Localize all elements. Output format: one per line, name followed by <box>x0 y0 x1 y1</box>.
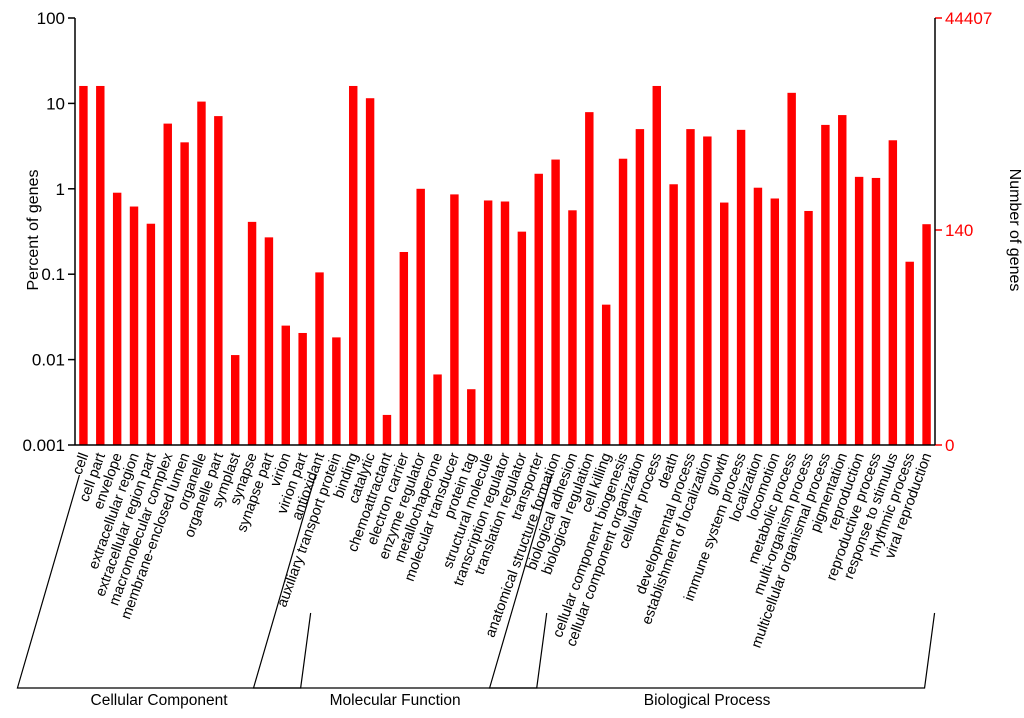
group-label: Biological Process <box>644 692 771 709</box>
y-axis-right-title: Number of genes <box>1006 169 1023 292</box>
bar <box>804 210 813 445</box>
bar <box>618 158 628 445</box>
bar <box>703 136 712 445</box>
y-tick-label-left: 0.1 <box>41 265 65 284</box>
y-tick-label-right: 44407 <box>945 9 992 28</box>
group-bracket <box>16 474 312 689</box>
bar <box>905 261 914 445</box>
bar <box>854 176 864 446</box>
bar <box>871 177 881 445</box>
bar <box>112 192 122 445</box>
bar <box>146 223 156 445</box>
group-bracket <box>252 474 548 689</box>
group-brackets: Cellular Component Molecular Function Biol… <box>16 474 936 709</box>
bar <box>787 92 796 446</box>
bar <box>753 187 763 445</box>
bar <box>163 123 172 446</box>
bar <box>601 304 611 445</box>
bar <box>416 188 425 446</box>
y-tick-label-right: 140 <box>945 221 973 240</box>
bar <box>96 85 105 446</box>
bar <box>349 85 358 446</box>
bar <box>635 129 645 445</box>
bar <box>180 142 189 445</box>
bar <box>720 202 729 445</box>
bar <box>433 374 442 445</box>
bar <box>838 115 847 445</box>
bar <box>483 200 493 445</box>
group-label: Molecular Function <box>330 692 461 709</box>
bar <box>365 98 375 446</box>
bar <box>652 85 661 446</box>
group-label: Cellular Component <box>91 692 229 709</box>
y-tick-label-left: 0.01 <box>32 351 65 370</box>
bar <box>770 198 780 445</box>
bar <box>214 116 223 445</box>
bar <box>500 201 510 445</box>
bar <box>230 355 240 445</box>
bar <box>399 251 409 445</box>
bar <box>686 129 695 445</box>
bar <box>888 140 898 445</box>
y-axis-left-ticks: 0.001 0.01 0.1 1 10 100 <box>22 9 75 455</box>
bar <box>79 85 88 446</box>
y-tick-label-left: 100 <box>37 9 65 28</box>
bar <box>129 206 139 445</box>
bar <box>450 194 459 445</box>
bar <box>534 173 543 445</box>
bar <box>315 272 324 445</box>
bar <box>247 221 257 445</box>
group-bracket <box>488 474 936 689</box>
bar <box>517 231 527 445</box>
bar <box>821 124 830 446</box>
bar <box>298 332 307 445</box>
y-axis-right-ticks: 0 140 44407 <box>935 9 992 455</box>
bar <box>736 129 746 446</box>
bar <box>551 159 560 445</box>
bar <box>382 414 392 445</box>
category-label: cell <box>70 451 92 477</box>
bar <box>281 325 290 445</box>
bar <box>264 237 274 445</box>
y-tick-label-left: 1 <box>56 180 65 199</box>
bar <box>467 389 476 445</box>
bars <box>79 85 931 446</box>
bar <box>197 101 206 446</box>
y-tick-label-left: 0.001 <box>22 436 65 455</box>
bar <box>585 112 594 446</box>
y-axis-left-title: Percent of genes <box>25 170 42 291</box>
bar <box>332 337 341 445</box>
y-tick-label-left: 10 <box>46 94 65 113</box>
bar <box>568 210 577 445</box>
y-tick-label-right: 0 <box>945 436 954 455</box>
bar <box>669 184 678 446</box>
bar <box>922 224 931 445</box>
